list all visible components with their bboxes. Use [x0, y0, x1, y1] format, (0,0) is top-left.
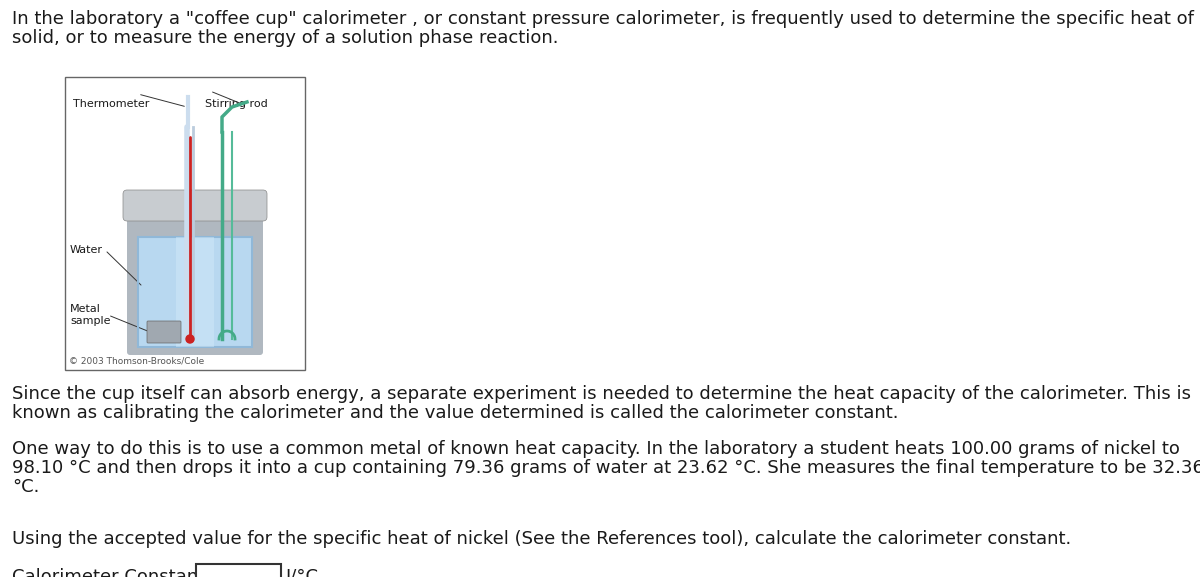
Text: Thermometer: Thermometer: [73, 99, 149, 109]
Text: Since the cup itself can absorb energy, a separate experiment is needed to deter: Since the cup itself can absorb energy, …: [12, 385, 1190, 403]
Text: In the laboratory a "coffee cup" calorimeter , or constant pressure calorimeter,: In the laboratory a "coffee cup" calorim…: [12, 10, 1200, 28]
Bar: [65, 77, 305, 370]
Circle shape: [186, 335, 194, 343]
Text: J/°C: J/°C: [286, 568, 319, 577]
Text: One way to do this is to use a common metal of known heat capacity. In the labor: One way to do this is to use a common me…: [12, 440, 1180, 458]
Bar: [138, 237, 252, 347]
Text: solid, or to measure the energy of a solution phase reaction.: solid, or to measure the energy of a sol…: [12, 29, 558, 47]
Text: Metal
sample: Metal sample: [70, 304, 110, 326]
Bar: [176, 237, 214, 347]
FancyBboxPatch shape: [124, 190, 266, 221]
Text: Stirring rod: Stirring rod: [205, 99, 268, 109]
Text: Using the accepted value for the specific heat of nickel (See the References too: Using the accepted value for the specifi…: [12, 530, 1072, 548]
Text: °C.: °C.: [12, 478, 40, 496]
Text: Calorimeter Constant =: Calorimeter Constant =: [12, 568, 226, 577]
Bar: [138, 237, 252, 347]
Text: © 2003 Thomson-Brooks/Cole: © 2003 Thomson-Brooks/Cole: [70, 357, 204, 366]
Text: Water: Water: [70, 245, 103, 255]
FancyBboxPatch shape: [127, 209, 263, 355]
Text: known as calibrating the calorimeter and the value determined is called the calo: known as calibrating the calorimeter and…: [12, 404, 899, 422]
Bar: [196, 564, 281, 577]
FancyBboxPatch shape: [148, 321, 181, 343]
Text: 98.10 °C and then drops it into a cup containing 79.36 grams of water at 23.62 °: 98.10 °C and then drops it into a cup co…: [12, 459, 1200, 477]
